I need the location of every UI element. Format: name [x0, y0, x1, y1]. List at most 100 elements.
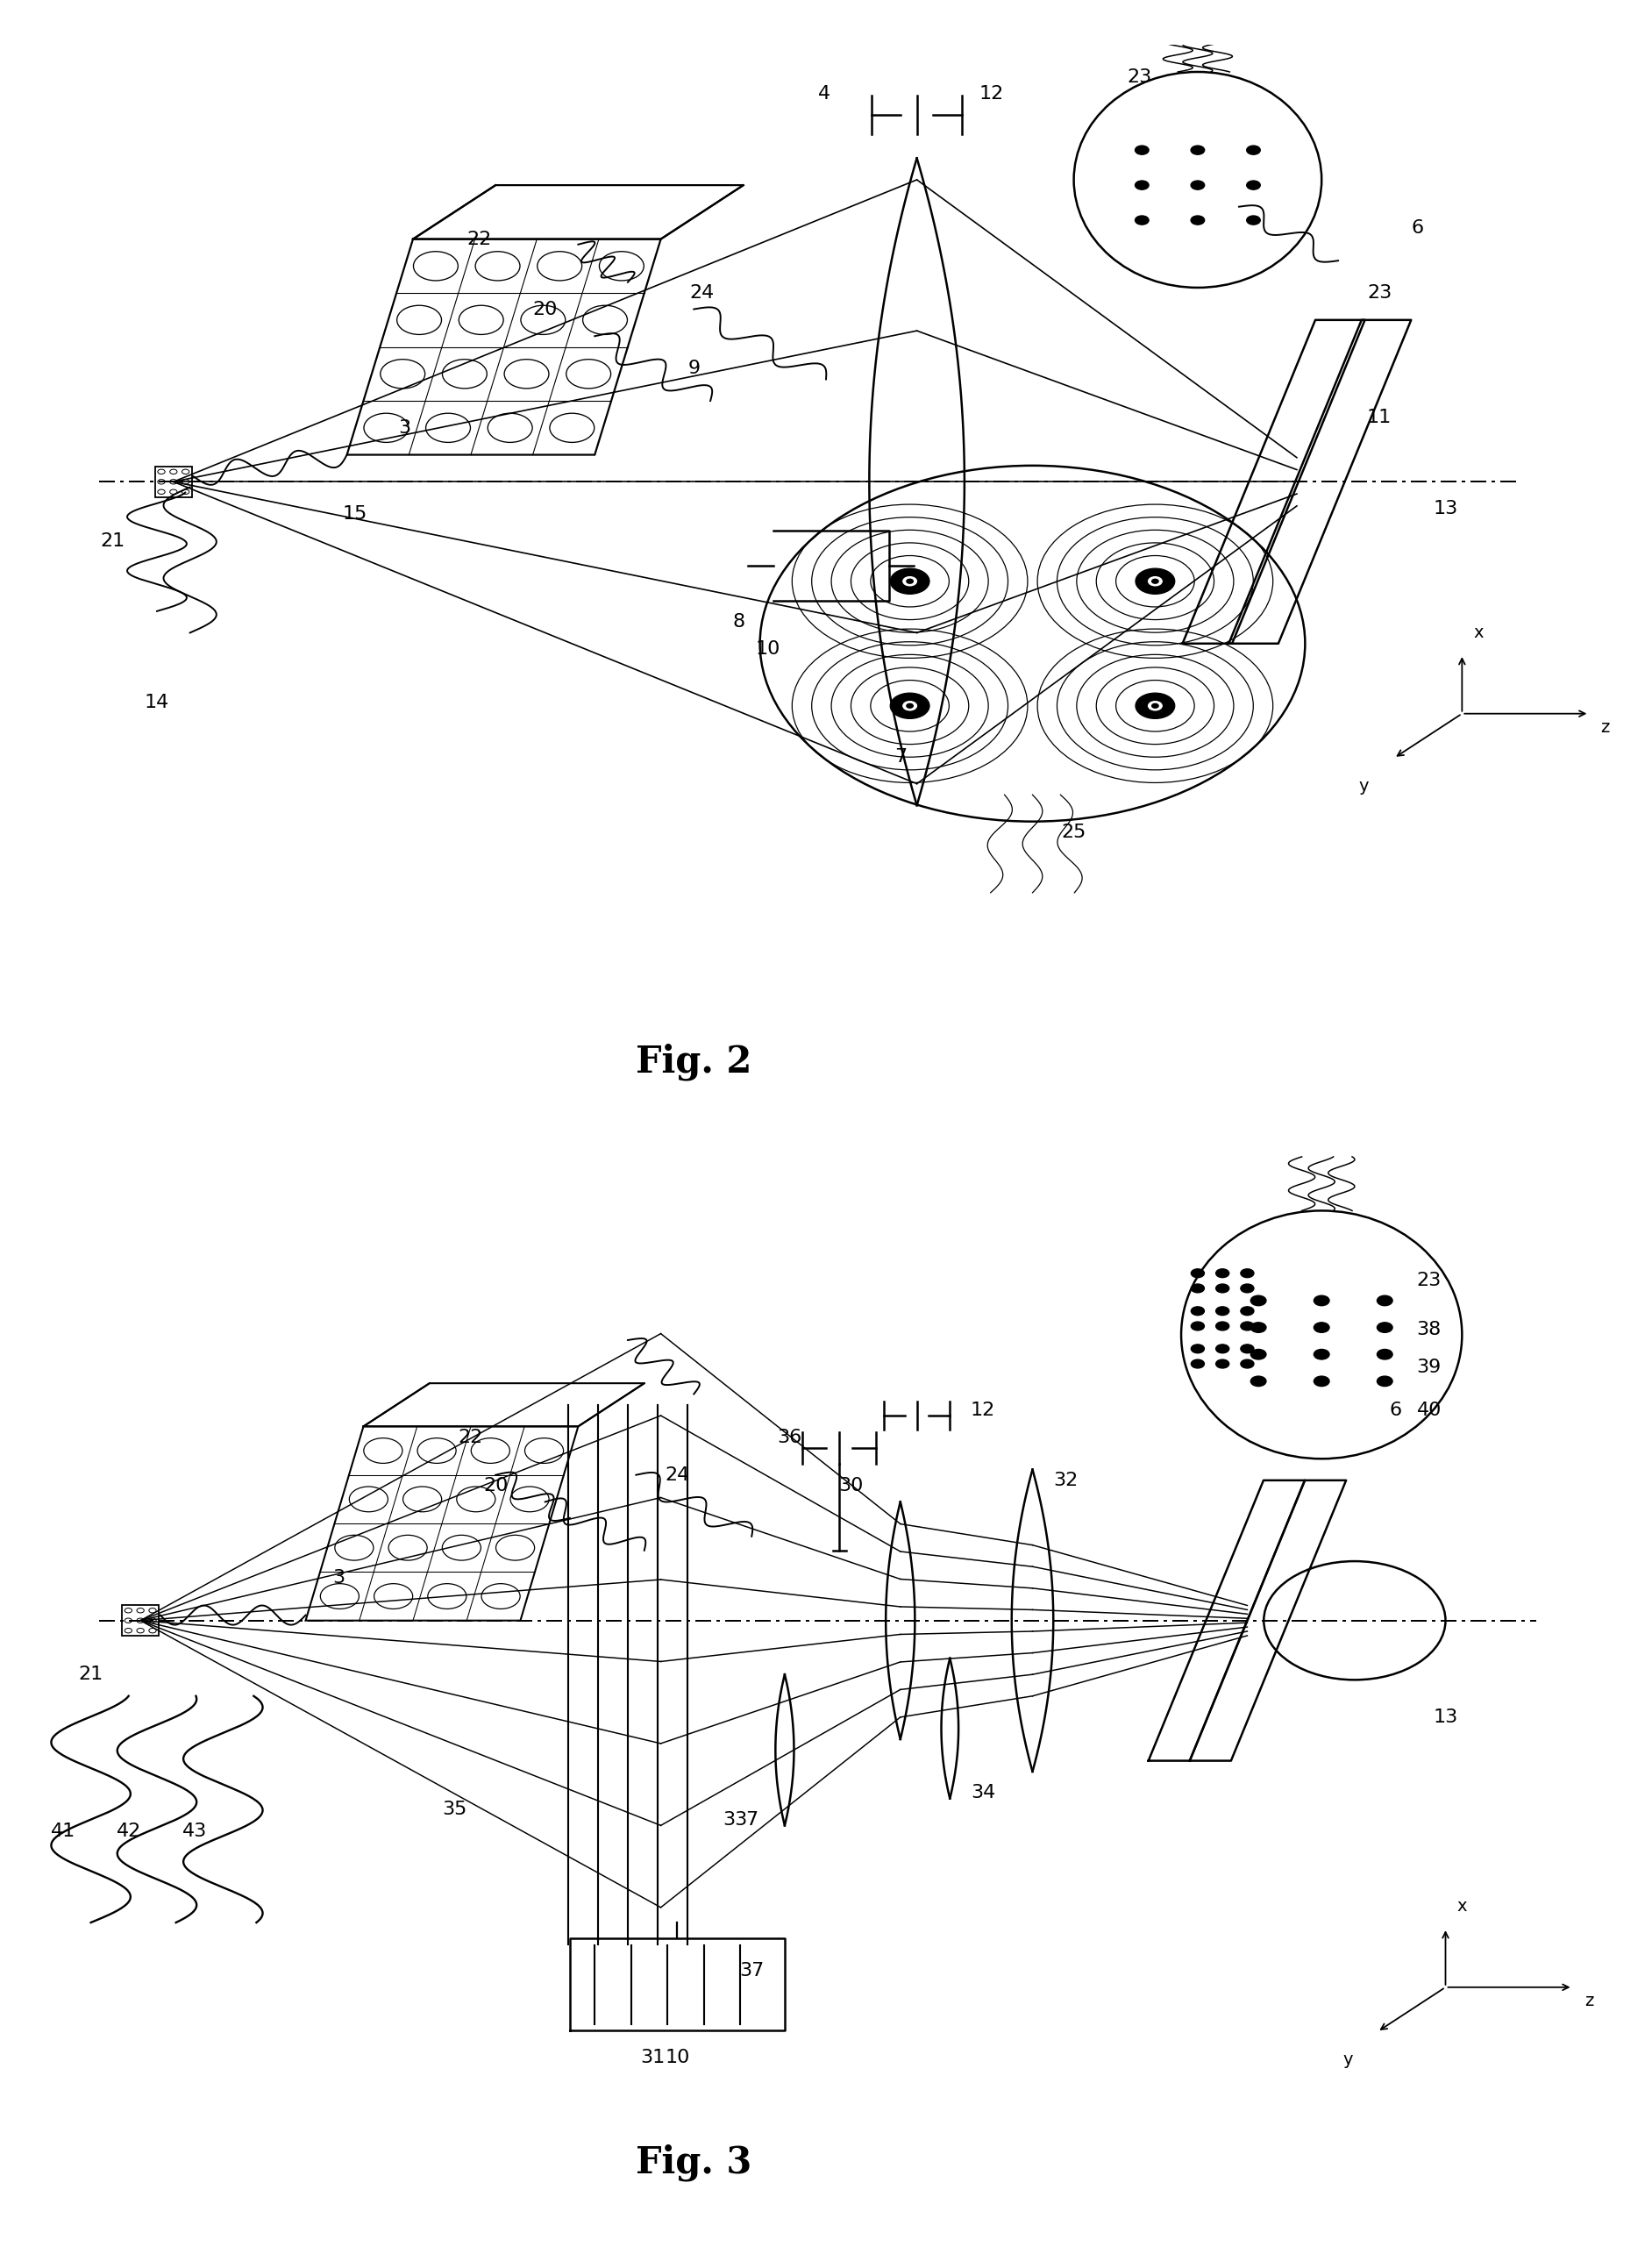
Text: 23: 23: [1368, 283, 1391, 301]
Text: 13: 13: [1434, 1708, 1457, 1726]
Text: z: z: [1584, 1993, 1594, 2009]
Text: 22: 22: [459, 1429, 482, 1447]
Circle shape: [1191, 1359, 1204, 1368]
Circle shape: [1241, 1270, 1254, 1279]
Circle shape: [1241, 1321, 1254, 1330]
Text: 7: 7: [894, 748, 907, 766]
Circle shape: [1378, 1375, 1393, 1386]
Text: 4: 4: [818, 85, 831, 103]
Circle shape: [1247, 146, 1260, 155]
Text: 38: 38: [1417, 1321, 1441, 1339]
Circle shape: [1148, 701, 1161, 710]
Circle shape: [1251, 1348, 1265, 1359]
Circle shape: [1251, 1375, 1265, 1386]
Text: 10: 10: [755, 640, 781, 658]
Circle shape: [1378, 1348, 1393, 1359]
Text: 32: 32: [1054, 1472, 1077, 1490]
Circle shape: [1191, 180, 1204, 189]
Text: 7: 7: [745, 1811, 758, 1829]
Text: 25: 25: [1061, 822, 1087, 840]
Text: 40: 40: [1416, 1402, 1442, 1420]
Text: 8: 8: [732, 613, 745, 631]
Text: 42: 42: [117, 1822, 140, 1840]
Text: 24: 24: [666, 1465, 689, 1483]
Circle shape: [1378, 1297, 1393, 1306]
Text: 6: 6: [1389, 1402, 1403, 1420]
Circle shape: [890, 692, 930, 719]
Circle shape: [1378, 1323, 1393, 1332]
Circle shape: [1151, 703, 1158, 708]
Circle shape: [1313, 1297, 1330, 1306]
Circle shape: [1216, 1344, 1229, 1353]
Text: 33: 33: [724, 1811, 747, 1829]
Text: 11: 11: [1368, 409, 1391, 427]
Circle shape: [1216, 1283, 1229, 1292]
Circle shape: [907, 580, 914, 584]
Circle shape: [1191, 1344, 1204, 1353]
Text: 21: 21: [101, 533, 124, 551]
Circle shape: [1151, 580, 1158, 584]
Circle shape: [1247, 180, 1260, 189]
Circle shape: [1135, 180, 1148, 189]
Circle shape: [1135, 216, 1148, 225]
Circle shape: [1191, 216, 1204, 225]
Text: 31: 31: [641, 2049, 664, 2067]
Circle shape: [907, 703, 914, 708]
Circle shape: [1251, 1323, 1265, 1332]
Text: 3: 3: [332, 1568, 345, 1586]
Circle shape: [1241, 1359, 1254, 1368]
Text: 21: 21: [79, 1665, 102, 1683]
Text: 36: 36: [778, 1429, 801, 1447]
Text: z: z: [1601, 719, 1611, 735]
Text: Fig. 3: Fig. 3: [636, 2144, 752, 2182]
Circle shape: [1241, 1344, 1254, 1353]
Text: 6: 6: [1411, 220, 1424, 238]
Text: 20: 20: [532, 301, 558, 319]
Circle shape: [1251, 1297, 1265, 1306]
Circle shape: [890, 568, 930, 593]
Text: 15: 15: [342, 506, 368, 524]
Text: 14: 14: [145, 694, 169, 712]
Text: 10: 10: [664, 2049, 691, 2067]
Circle shape: [1216, 1270, 1229, 1279]
Text: 30: 30: [838, 1476, 864, 1494]
Circle shape: [1216, 1321, 1229, 1330]
Circle shape: [1247, 216, 1260, 225]
Text: 24: 24: [691, 283, 714, 301]
Text: Fig. 2: Fig. 2: [636, 1043, 752, 1081]
Text: 41: 41: [51, 1822, 74, 1840]
Circle shape: [1313, 1323, 1330, 1332]
Text: 34: 34: [971, 1784, 995, 1802]
Circle shape: [1135, 146, 1148, 155]
Text: 23: 23: [1417, 1272, 1441, 1290]
Circle shape: [1135, 568, 1175, 593]
Circle shape: [1148, 577, 1161, 586]
Text: 23: 23: [1128, 67, 1151, 85]
Circle shape: [1135, 692, 1175, 719]
Text: y: y: [1360, 777, 1370, 793]
Text: 37: 37: [740, 1962, 763, 1980]
Text: 22: 22: [468, 229, 491, 247]
Text: 9: 9: [687, 360, 700, 377]
Circle shape: [904, 701, 917, 710]
Text: 39: 39: [1417, 1357, 1441, 1375]
Circle shape: [1241, 1308, 1254, 1314]
Text: 13: 13: [1434, 499, 1457, 517]
Text: x: x: [1457, 1899, 1467, 1914]
Circle shape: [1216, 1359, 1229, 1368]
Circle shape: [1191, 1270, 1204, 1279]
Text: 12: 12: [971, 1402, 995, 1420]
Text: y: y: [1343, 2052, 1353, 2067]
Circle shape: [1191, 1308, 1204, 1314]
Circle shape: [1216, 1308, 1229, 1314]
Text: 43: 43: [183, 1822, 206, 1840]
Circle shape: [1191, 1321, 1204, 1330]
Text: 3: 3: [398, 418, 411, 436]
Text: x: x: [1474, 625, 1483, 640]
Text: 35: 35: [441, 1800, 468, 1818]
Circle shape: [1191, 146, 1204, 155]
Circle shape: [1313, 1348, 1330, 1359]
Circle shape: [1241, 1283, 1254, 1292]
Circle shape: [904, 577, 917, 586]
Text: 12: 12: [980, 85, 1003, 103]
